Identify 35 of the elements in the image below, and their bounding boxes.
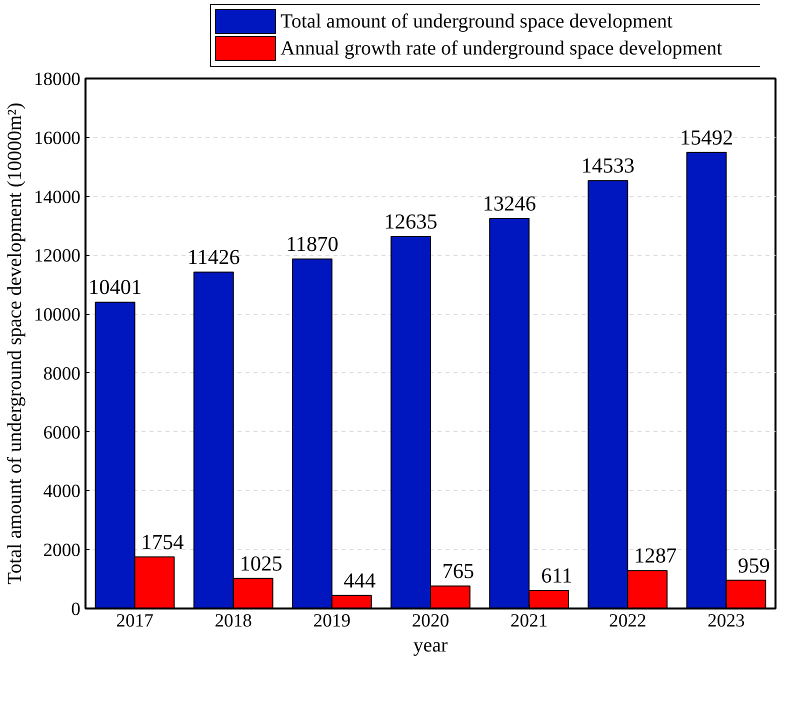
data-label: 1287	[634, 544, 678, 568]
data-label: 12635	[384, 209, 438, 234]
y-tick-label: 14000	[34, 186, 80, 208]
x-tick-label: 2017	[116, 610, 154, 632]
data-label: 11870	[286, 232, 338, 256]
data-label: 14533	[581, 154, 635, 178]
x-tick-label: 2018	[214, 610, 252, 632]
data-label: 959	[738, 553, 770, 578]
x-tick-label: 2023	[708, 610, 745, 632]
data-label: 15492	[680, 125, 734, 150]
legend-label: Total amount of underground space development	[280, 10, 673, 32]
legend-label: Annual growth rate of underground space development	[280, 38, 723, 60]
data-label: 1025	[240, 551, 282, 576]
y-tick-label: 4000	[43, 481, 80, 502]
x-axis-title: year	[413, 634, 448, 656]
data-label: 444	[344, 568, 376, 592]
data-label: 1754	[141, 530, 184, 554]
x-tick-label: 2019	[313, 610, 351, 632]
x-tick-label: 2021	[510, 610, 548, 632]
y-tick-label: 10000	[34, 304, 80, 326]
y-tick-label: 16000	[34, 128, 80, 149]
x-tick-label: 2022	[608, 610, 646, 632]
data-label: 11426	[187, 245, 240, 270]
y-tick-label: 8000	[43, 363, 80, 384]
y-tick-label: 6000	[43, 422, 80, 444]
y-tick-label: 18000	[34, 69, 80, 90]
x-tick-label: 2020	[412, 610, 450, 632]
data-label: 10401	[88, 275, 142, 300]
data-label: 611	[541, 564, 572, 588]
y-axis-title: Total amount of underground space development (10000m²)	[4, 102, 26, 584]
data-label: 765	[442, 558, 474, 583]
y-tick-label: 0	[71, 599, 80, 620]
data-label: 13246	[482, 191, 536, 216]
y-tick-label: 12000	[34, 246, 80, 267]
y-tick-label: 2000	[43, 540, 80, 562]
